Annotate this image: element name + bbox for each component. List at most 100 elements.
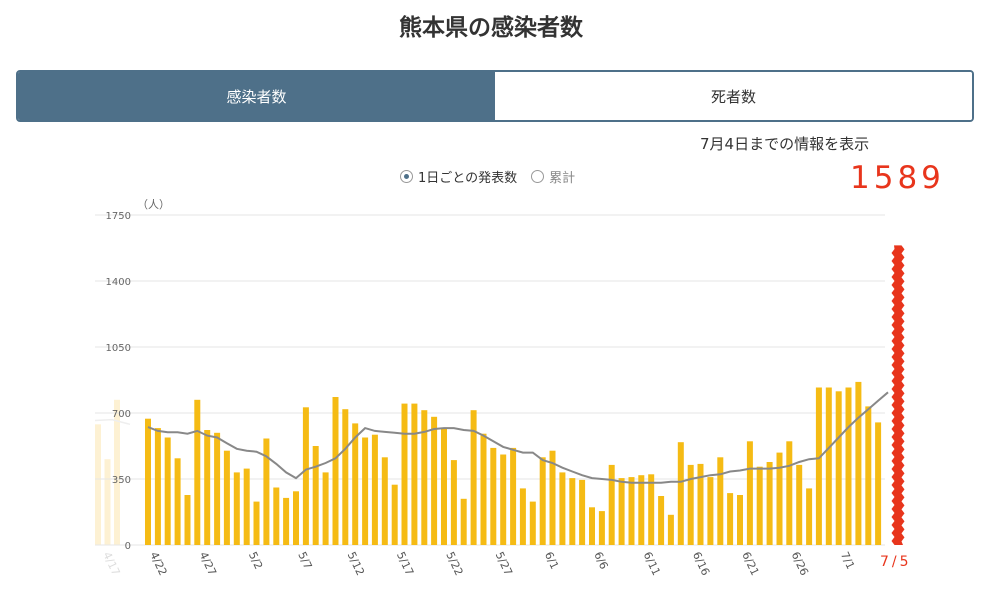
bar — [559, 472, 566, 545]
bar — [263, 438, 270, 545]
bar — [500, 454, 507, 545]
bar — [648, 474, 655, 545]
bar — [796, 464, 803, 545]
bar — [707, 477, 714, 545]
bar — [391, 484, 398, 545]
bar — [174, 458, 181, 545]
total-count: 1589 — [850, 160, 945, 196]
x-tick-label: 4/27 — [197, 550, 219, 578]
bar — [460, 498, 467, 545]
bar — [766, 462, 773, 545]
tab-bar: 感染者数 死者数 — [16, 70, 974, 122]
x-tick-label: 5/7 — [295, 550, 314, 572]
y-tick-label: 700 — [112, 409, 131, 420]
bar — [697, 463, 704, 545]
bar — [401, 403, 408, 545]
bar — [776, 452, 783, 545]
bar — [164, 437, 171, 545]
bar — [529, 501, 536, 545]
y-tick-label: 0 — [125, 541, 131, 552]
bar — [490, 447, 497, 545]
faded-bar — [114, 399, 120, 545]
x-tick-label: 7/1 — [838, 550, 857, 572]
bar — [806, 488, 813, 545]
bar — [273, 487, 280, 545]
bar — [855, 381, 862, 545]
bar — [214, 432, 221, 545]
x-tick-label: 5/22 — [443, 550, 465, 578]
radio-daily-label: 1日ごとの発表数 — [418, 171, 518, 186]
bar — [539, 457, 546, 545]
highlight-bar — [891, 245, 905, 546]
bar — [835, 391, 842, 545]
x-tick-label: 6/26 — [789, 550, 811, 578]
bar — [194, 399, 201, 545]
highlight-x-label: 7/5 — [880, 554, 912, 570]
faded-bar — [95, 424, 101, 545]
bar — [204, 430, 211, 545]
y-tick-label: 1750 — [106, 211, 131, 222]
bar — [845, 387, 852, 545]
bar — [283, 497, 290, 545]
bar — [381, 457, 388, 545]
bar — [746, 441, 753, 545]
bar — [875, 422, 882, 545]
bar — [243, 468, 250, 545]
bar — [786, 441, 793, 545]
bar — [322, 472, 329, 545]
bar — [628, 477, 635, 545]
bar — [589, 507, 595, 545]
bar — [450, 460, 457, 545]
bar — [154, 428, 161, 545]
bar — [342, 409, 349, 545]
bar — [825, 387, 832, 545]
x-tick-label: 6/11 — [641, 550, 663, 578]
radio-daily-icon — [400, 170, 413, 183]
bar — [549, 450, 556, 545]
x-tick-label: 5/27 — [493, 550, 515, 578]
bar — [411, 403, 418, 545]
y-tick-label: 1050 — [106, 343, 131, 354]
bar — [717, 457, 724, 545]
bar — [470, 410, 477, 545]
radio-cumulative-icon — [531, 170, 545, 183]
x-tick-label: 6/1 — [542, 550, 561, 572]
y-tick-label: 1400 — [106, 277, 131, 288]
chart-mode-toggle: 1日ごとの発表数 累計 — [400, 167, 589, 186]
bar — [737, 495, 743, 545]
bar — [441, 428, 447, 545]
bar — [865, 406, 872, 545]
bar — [302, 407, 309, 545]
bar — [815, 387, 822, 545]
bar — [431, 416, 438, 545]
bar — [233, 472, 240, 545]
bar — [727, 493, 734, 545]
trend-line — [147, 391, 889, 484]
bar — [362, 437, 369, 545]
radio-daily[interactable]: 1日ごとの発表数 — [400, 167, 517, 186]
bar — [667, 514, 674, 545]
bar — [332, 397, 339, 545]
bar — [312, 446, 319, 545]
x-tick-label: 6/6 — [591, 550, 610, 572]
bar — [608, 464, 615, 545]
bar — [658, 496, 665, 545]
faded-bar — [104, 459, 111, 545]
info-date-text: 7月4日までの情報を表示 — [700, 135, 870, 153]
y-axis-label: （人） — [137, 198, 170, 211]
bar — [756, 466, 763, 545]
bar — [510, 447, 517, 545]
y-tick-label: 350 — [112, 475, 131, 486]
x-tick-label: 5/2 — [246, 550, 265, 572]
bar — [687, 464, 694, 545]
bar — [579, 479, 586, 545]
x-tick-label: 5/12 — [345, 550, 367, 578]
faded-x-tick-label: 4/17 — [100, 550, 122, 578]
bar — [638, 475, 645, 545]
tab-infections[interactable]: 感染者数 — [18, 72, 495, 120]
radio-cumulative[interactable]: 累計 — [531, 167, 575, 186]
x-tick-label: 5/17 — [394, 550, 416, 578]
bar — [569, 478, 576, 545]
tab-deaths[interactable]: 死者数 — [495, 72, 972, 120]
bar — [421, 410, 428, 545]
